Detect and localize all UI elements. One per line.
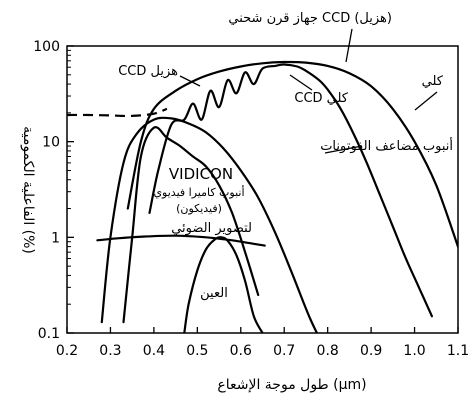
annotation-ccd-full: CCD كلي — [294, 91, 348, 106]
leader-ccd-full — [289, 74, 313, 91]
annotation-photomultiplier: أنبوب مضاعف الفوتونات — [320, 137, 453, 154]
x-axis-title: طول موجة الإشعاع (μm) — [217, 377, 366, 393]
x-tick-label: 0.8 — [317, 343, 339, 359]
annotation-vidicon: VIDICON — [169, 165, 233, 183]
x-tick-label: 0.5 — [186, 343, 208, 359]
series-line-3 — [100, 116, 319, 333]
annotation-ccd-thin: CCD هزيل — [118, 64, 178, 79]
series-line-0 — [126, 60, 458, 248]
x-tick-label: 1.0 — [403, 343, 425, 359]
annotation-video-camera-tube: أنبوب كاميرا فيديوي — [153, 185, 244, 199]
leader-ccd-thin — [179, 75, 201, 87]
leader-photomultiplier — [324, 145, 363, 154]
x-tick-label: 0.9 — [360, 343, 382, 359]
leader-full — [414, 91, 438, 111]
series-line-6 — [183, 236, 264, 333]
x-tick-label: 0.3 — [99, 343, 121, 359]
y-tick-label: 10 — [42, 135, 60, 151]
x-tick-label: 1.1 — [447, 343, 469, 359]
y-tick-label: 0.1 — [38, 326, 60, 342]
x-tick-label: 0.6 — [230, 343, 252, 359]
series-line-1 — [67, 107, 168, 118]
leader-ccd-thin-device — [345, 28, 353, 63]
annotation-full: كلي — [422, 74, 444, 89]
y-tick-label: 100 — [33, 39, 60, 55]
y-tick-label: 1 — [51, 230, 60, 246]
axis-ticks: 0.2 0.3 0.4 0.5 0.6 0.7 0.8 0.9 1.0 1.1 0.1 1 10 100 — [33, 39, 469, 359]
annotation-ccd-thin-device: جهاز قرن شحني CCD (هزيل) — [228, 11, 392, 26]
x-tick-label: 0.4 — [143, 343, 165, 359]
series-line-5 — [96, 234, 266, 247]
plot-frame — [66, 45, 459, 334]
y-axis-title: الفاعلية الكمومية (%) — [20, 126, 36, 254]
annotation-eye: العين — [200, 286, 228, 301]
annotation-vidicon-parenthetical: (فيديكون) — [176, 202, 222, 215]
data-series — [67, 60, 458, 333]
x-tick-label: 0.7 — [273, 343, 295, 359]
x-tick-label: 0.2 — [56, 343, 78, 359]
series-line-2 — [148, 63, 433, 318]
series-line-4 — [122, 126, 260, 324]
annotation-photographic: لتصوير الضوئي — [171, 221, 252, 236]
